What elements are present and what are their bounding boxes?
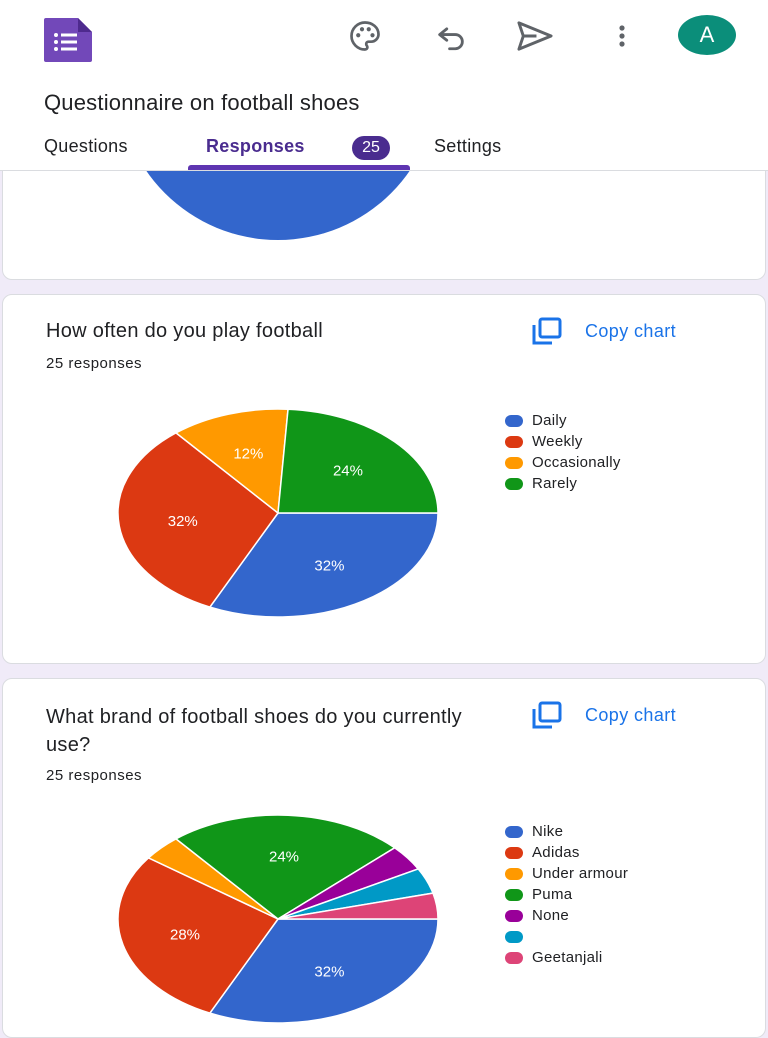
copy-chart-label: Copy chart (585, 704, 677, 725)
pie-chart: 32% 28% 24% (117, 814, 439, 1024)
more-vert-icon[interactable] (602, 16, 642, 56)
legend-label: Daily (532, 412, 567, 429)
copy-icon (532, 701, 562, 729)
app-bar: A Questionnaire on football shoes Questi… (0, 0, 768, 171)
pie-slice-label: 32% (168, 513, 198, 530)
legend-item (505, 926, 628, 947)
pie-slice (174, 408, 289, 515)
question-card-shoe-brand: What brand of football shoes do you curr… (2, 678, 766, 1038)
response-count: 25 responses (46, 767, 143, 784)
pie-slice-label: 24% (333, 462, 363, 479)
chart-legend: Daily Weekly Occasionally Rarely (505, 410, 621, 494)
pie-slice (208, 918, 439, 1024)
legend-item: Weekly (505, 431, 621, 452)
pie-slice (117, 431, 280, 608)
pie-slice-label: 32% (314, 558, 344, 575)
legend-item: Puma (505, 884, 628, 905)
pie-slice (117, 856, 280, 1014)
legend-swatch (505, 867, 523, 880)
legend-item: Occasionally (505, 452, 621, 473)
legend-item: Daily (505, 410, 621, 431)
tab-questions[interactable]: Questions (44, 136, 128, 156)
chart-legend: Nike Adidas Under armour Puma None Geetanjali (505, 821, 628, 968)
pie-slice-label: 28% (170, 927, 200, 944)
forms-logo-icon[interactable] (42, 16, 94, 64)
pie-slice (277, 892, 439, 920)
legend-swatch (505, 456, 523, 469)
pie-slice (174, 814, 397, 920)
legend-label: Nike (532, 823, 564, 840)
avatar[interactable]: A (678, 15, 736, 55)
send-icon[interactable] (515, 16, 555, 56)
legend-item: Geetanjali (505, 947, 628, 968)
legend-label: Geetanjali (532, 949, 603, 966)
form-title: Questionnaire on football shoes (44, 90, 360, 115)
undo-icon[interactable] (431, 16, 471, 56)
legend-label: Weekly (532, 433, 583, 450)
legend-swatch (505, 846, 523, 859)
question-title: What brand of football shoes do you curr… (46, 706, 462, 756)
question-title: How often do you play football (46, 320, 323, 342)
pie-slice-label: 32% (314, 964, 344, 981)
copy-icon (532, 317, 562, 345)
legend-label: Puma (532, 886, 573, 903)
legend-label: Rarely (532, 475, 578, 492)
legend-swatch (505, 909, 523, 922)
legend-label: Occasionally (532, 454, 621, 471)
legend-swatch (505, 930, 523, 943)
legend-swatch (505, 414, 523, 427)
legend-swatch (505, 951, 523, 964)
legend-item: None (505, 905, 628, 926)
response-count: 25 responses (46, 355, 143, 372)
legend-label: Under armour (532, 865, 629, 882)
copy-chart-label: Copy chart (585, 320, 677, 341)
pie-slice-label: 24% (269, 849, 299, 866)
pie-chart: 32% 32% 12% 24% (117, 408, 439, 618)
question-card-play-frequency: How often do you play football 25 respon… (2, 294, 766, 664)
legend-label: Adidas (532, 844, 580, 861)
legend-item: Under armour (505, 863, 628, 884)
copy-chart-button[interactable]: Copy chart (531, 317, 676, 345)
legend-item: Adidas (505, 842, 628, 863)
tab-settings[interactable]: Settings (434, 136, 502, 156)
legend-swatch (505, 825, 523, 838)
legend-swatch (505, 435, 523, 448)
pie-slice (277, 408, 439, 514)
legend-item: Nike (505, 821, 628, 842)
copy-chart-button[interactable]: Copy chart (531, 701, 676, 729)
active-tab-indicator (188, 165, 410, 170)
legend-label: None (532, 907, 570, 924)
pie-slice (208, 512, 439, 618)
palette-icon[interactable] (345, 16, 385, 56)
legend-swatch (505, 477, 523, 490)
legend-swatch (505, 888, 523, 901)
responses-count-badge: 25 (352, 136, 390, 160)
tab-responses[interactable]: Responses (206, 136, 305, 156)
pie-slice-label: 12% (233, 446, 263, 463)
legend-item: Rarely (505, 473, 621, 494)
